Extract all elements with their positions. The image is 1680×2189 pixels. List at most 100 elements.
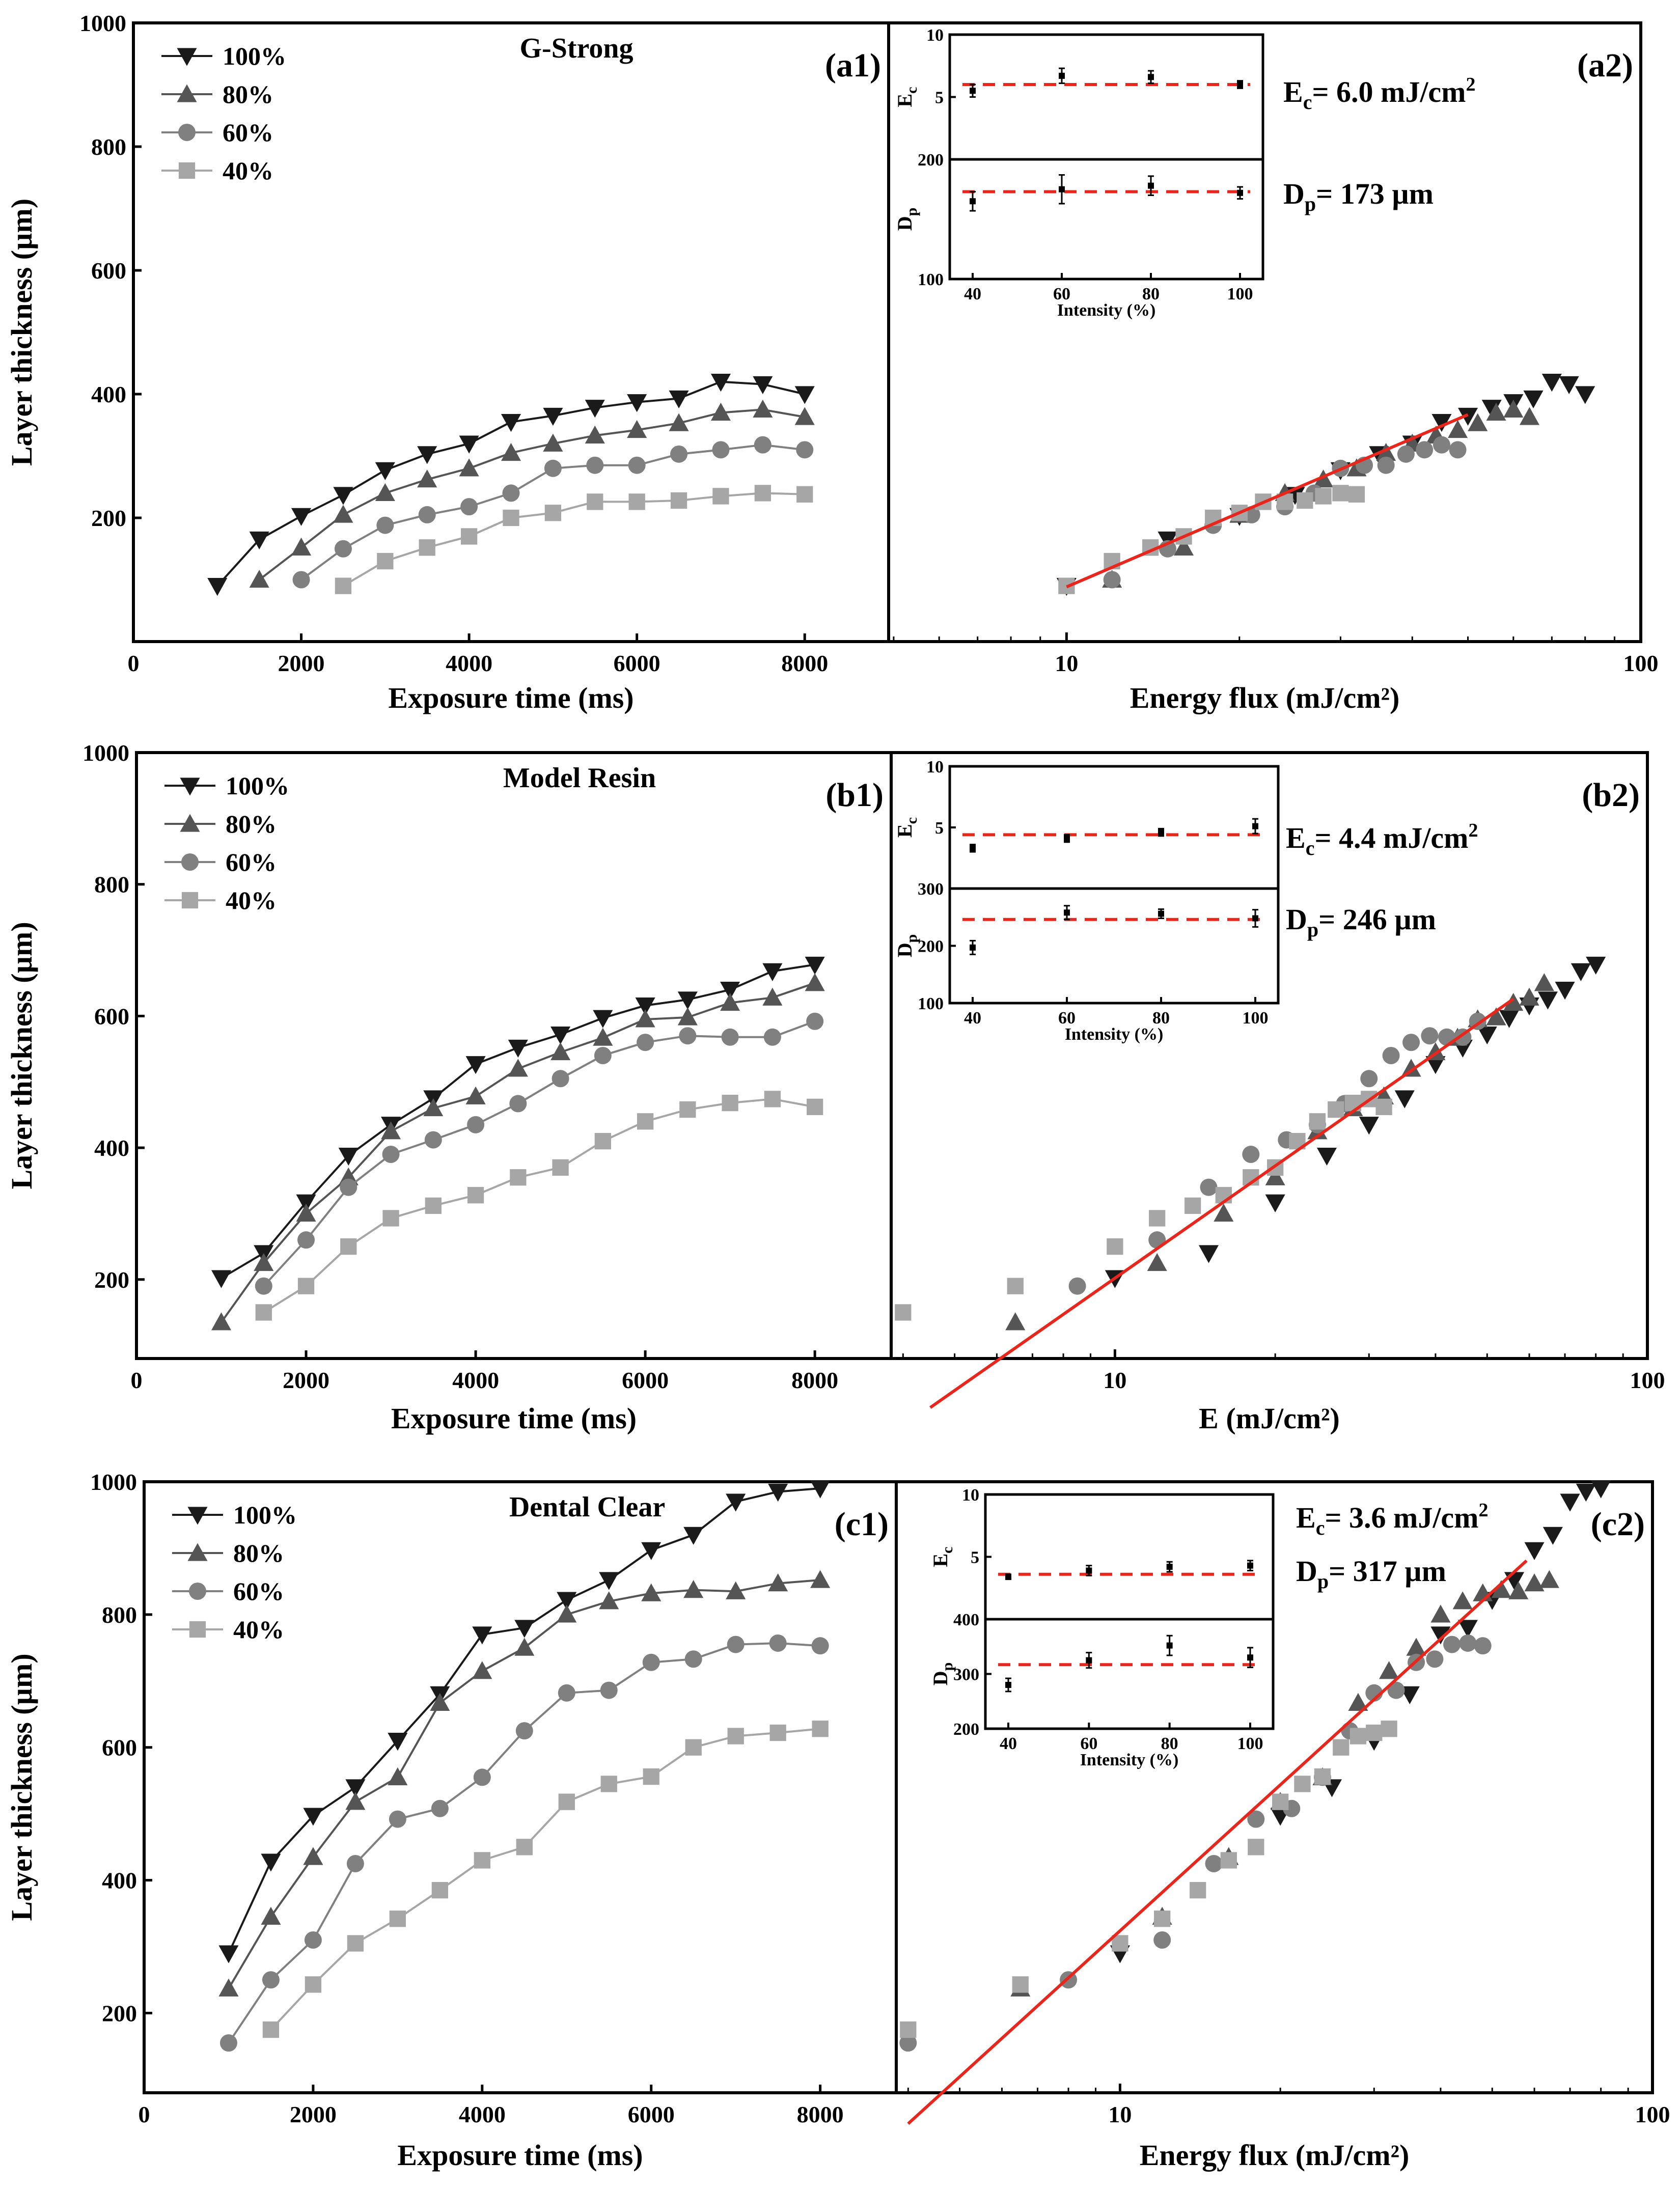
legend-marker (189, 1583, 206, 1600)
data-point (643, 1768, 659, 1785)
data-point (255, 1304, 272, 1321)
data-point (1397, 445, 1415, 463)
data-point (510, 1169, 527, 1186)
data-point (720, 982, 740, 1000)
data-point (1348, 1693, 1368, 1711)
inset-data-point (1005, 1682, 1011, 1688)
data-point (895, 1304, 912, 1321)
plot-frame (895, 1480, 1654, 2094)
plot-frame (135, 751, 893, 1360)
x-tick-label: 6000 (614, 650, 660, 676)
series-line (221, 963, 815, 1279)
dp-annotation: Dp= 173 µm (1283, 177, 1434, 215)
data-point (1416, 441, 1434, 459)
legend-label: 60% (233, 1577, 284, 1605)
data-point (1430, 1604, 1451, 1623)
data-point (1402, 1034, 1420, 1051)
data-point (1491, 1580, 1511, 1598)
legend-label: 40% (233, 1615, 284, 1644)
data-point (389, 1810, 406, 1828)
series-40pct (262, 1721, 829, 2038)
data-point (552, 1159, 569, 1176)
data-point (726, 1581, 746, 1599)
x-axis-label: Exposure time (ms) (388, 681, 634, 714)
data-point (628, 456, 646, 474)
legend-marker (178, 124, 196, 141)
data-point (1200, 1178, 1218, 1196)
inset-data-point (1005, 1573, 1011, 1580)
data-point (1560, 1493, 1580, 1512)
inset-x-tick-label: 100 (1237, 1734, 1263, 1753)
panel-label: (b1) (825, 777, 884, 814)
data-point (509, 1095, 527, 1113)
data-point (710, 374, 731, 392)
data-point (543, 407, 563, 426)
data-point (459, 458, 479, 477)
ec-subscript: c (1303, 91, 1312, 114)
data-point (1503, 399, 1524, 418)
data-point (637, 1113, 654, 1130)
data-point (218, 1978, 239, 1997)
data-point (377, 552, 394, 570)
inset-frame (948, 33, 1264, 281)
inset-y-label: Ec (893, 817, 920, 838)
series-60pct (1103, 436, 1467, 589)
data-point (1214, 1203, 1234, 1222)
data-point (382, 1146, 400, 1163)
data-point (796, 486, 813, 503)
legend-marker (189, 1621, 206, 1638)
inset-y-tick-label: 200 (918, 151, 944, 170)
series-line (263, 1098, 815, 1314)
x-tick-label: 100 (1635, 2101, 1670, 2127)
data-point (1543, 1527, 1563, 1545)
data-point (1433, 436, 1450, 454)
data-point (472, 1661, 492, 1679)
legend-label: 80% (233, 1539, 284, 1567)
legend-marker (180, 814, 200, 832)
x-tick-label: 0 (128, 650, 140, 676)
legend: 100% 80% 60% 40% (161, 42, 286, 185)
data-point (585, 425, 605, 444)
x-tick-label: 6000 (628, 2101, 675, 2127)
inset-data-point (970, 88, 976, 94)
y-axis-label: Layer thickness (µm) (5, 199, 38, 466)
inset-y-label-sub: c (903, 87, 920, 93)
y-tick-label: 800 (102, 1602, 137, 1628)
data-point (670, 445, 688, 463)
data-point (811, 1637, 829, 1655)
data-point (593, 1010, 613, 1028)
data-point (1486, 1007, 1506, 1026)
data-point (670, 492, 687, 509)
series-60pct (1068, 1012, 1486, 1295)
data-point (1348, 486, 1365, 503)
panel-label: (c2) (1591, 1506, 1645, 1543)
data-point (1153, 1931, 1171, 1949)
data-point (794, 386, 815, 404)
data-point (1448, 420, 1468, 438)
data-point (1147, 1253, 1167, 1271)
data-point (727, 1728, 744, 1744)
data-point (501, 414, 521, 432)
data-point (305, 1976, 322, 1993)
data-point (544, 505, 562, 521)
series-40pct (335, 485, 813, 594)
data-point (1575, 386, 1595, 404)
inset-data-point (1247, 1562, 1253, 1569)
data-point (550, 1026, 571, 1045)
inset-x-tick-label: 80 (1142, 285, 1160, 303)
inset-y-label-sub: p (903, 934, 920, 943)
data-point (1559, 376, 1579, 395)
ec-value: = 6.0 mJ/cm (1312, 75, 1466, 108)
series-60pct (292, 436, 814, 589)
data-point (683, 1580, 704, 1598)
data-point (418, 506, 436, 523)
data-point (1586, 956, 1606, 975)
inset-y-tick-label: 10 (926, 26, 944, 45)
data-point (514, 1638, 535, 1656)
inset-frame (948, 765, 1280, 1005)
data-point (1173, 537, 1194, 556)
inset-data-point (1158, 910, 1164, 917)
data-point (1297, 492, 1313, 509)
data-point (684, 1650, 702, 1668)
